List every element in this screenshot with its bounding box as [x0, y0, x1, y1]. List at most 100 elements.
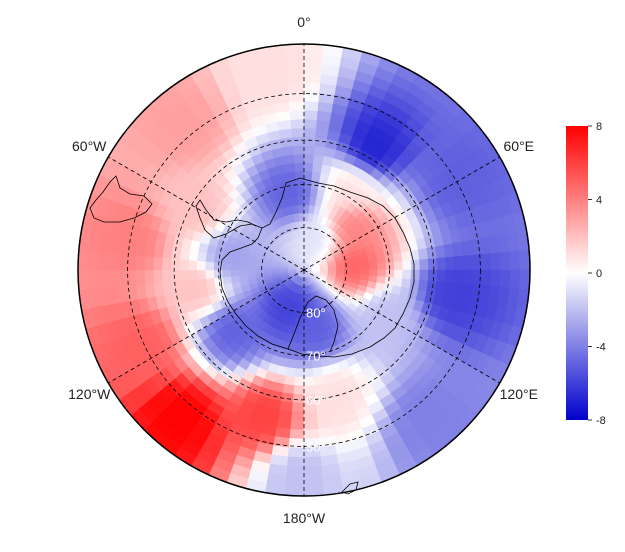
field-cell: [287, 447, 305, 458]
field-cell: [445, 256, 456, 271]
field-cell: [87, 250, 99, 271]
field-cell: [499, 269, 511, 289]
field-cell: [384, 253, 395, 264]
field-cell: [445, 269, 456, 284]
longitude-label: 60°E: [504, 138, 535, 154]
field-cell: [292, 145, 305, 155]
field-cell: [106, 252, 118, 271]
field-cell: [509, 250, 521, 271]
field-cell: [97, 269, 109, 289]
field-cell: [303, 63, 323, 75]
field-cell: [303, 376, 315, 387]
field-cell: [410, 259, 421, 271]
field-cell: [292, 393, 305, 404]
colorbar-ticks: 8 4 0 -4 -8: [588, 121, 606, 427]
colorbar-tick-label: -4: [596, 342, 606, 354]
field-cell: [295, 179, 305, 189]
field-cell: [376, 255, 387, 264]
field-cell: [303, 368, 314, 378]
field-cell: [179, 258, 189, 271]
field-cell: [368, 263, 379, 271]
field-cell: [152, 269, 163, 284]
latitude-label: 60°: [306, 393, 326, 408]
field-cell: [303, 170, 313, 181]
field-cell: [309, 334, 318, 344]
meridian-line: [303, 269, 500, 384]
field-cell: [303, 294, 308, 303]
longitude-labels: 0° 60°E 120°E 180°W 120°W 60°W: [68, 14, 538, 526]
field-cell: [463, 269, 474, 286]
field-cell: [290, 118, 305, 129]
field-cell: [271, 269, 280, 274]
field-cell: [286, 171, 297, 182]
colorbar-tick-label: 8: [596, 121, 602, 133]
field-cell: [283, 44, 305, 55]
field-cell: [297, 195, 305, 206]
field-cell: [204, 269, 215, 279]
colorbar-tick-label: 4: [596, 195, 602, 207]
field-cell: [300, 228, 305, 238]
field-cell: [499, 251, 511, 271]
field-cell: [463, 254, 474, 271]
field-cell: [436, 269, 447, 283]
field-cell: [297, 204, 305, 214]
field-cell: [291, 402, 305, 413]
field-cell: [293, 376, 305, 387]
field-cell: [293, 153, 305, 164]
field-cell: [303, 162, 314, 172]
field-cell: [427, 269, 438, 282]
longitude-label: 0°: [297, 14, 310, 30]
field-cell: [290, 411, 305, 422]
field-cell: [288, 429, 305, 440]
meridian-line: [108, 156, 305, 271]
field-cell: [303, 100, 320, 111]
field-cell: [401, 250, 412, 262]
field-cell: [328, 266, 337, 271]
field-cell: [303, 420, 319, 431]
field-cell: [454, 255, 465, 271]
field-cell: [143, 269, 154, 285]
field-cell: [221, 276, 232, 285]
field-cell: [303, 72, 322, 84]
field-cell: [303, 465, 323, 477]
colorbar-ramp: [566, 126, 588, 420]
field-cell: [187, 269, 198, 281]
longitude-label: 120°W: [68, 386, 111, 402]
field-cell: [161, 269, 172, 283]
anomaly-field: [78, 44, 530, 496]
field-cell: [303, 118, 318, 129]
field-cell: [288, 100, 305, 111]
field-cell: [490, 269, 502, 288]
field-cell: [298, 212, 305, 222]
field-cell: [299, 220, 305, 230]
field-cell: [246, 269, 256, 276]
field-cell: [296, 343, 305, 353]
colorbar-tick-label: -8: [596, 415, 606, 427]
field-cell: [409, 279, 420, 291]
field-cell: [481, 253, 492, 271]
field-cell: [472, 254, 483, 271]
field-cell: [303, 136, 316, 147]
field-cell: [106, 269, 118, 288]
field-cell: [292, 136, 305, 147]
field-cell: [116, 253, 127, 271]
field-cell: [291, 127, 305, 138]
longitude-label: 120°E: [500, 386, 538, 402]
latitude-label: 70°: [306, 348, 326, 363]
field-cell: [377, 269, 387, 278]
field-cell: [286, 456, 305, 468]
field-cell: [238, 269, 248, 277]
field-cell: [360, 263, 370, 271]
field-cell: [125, 269, 136, 286]
field-cell: [368, 256, 378, 265]
latitude-label: 50°: [306, 439, 326, 454]
field-cell: [303, 187, 312, 197]
field-cell: [288, 438, 305, 449]
field-cell: [134, 254, 145, 271]
field-cell: [284, 53, 305, 65]
field-cell: [97, 251, 109, 271]
field-cell: [336, 266, 346, 271]
field-cell: [292, 385, 305, 395]
field-cell: [454, 269, 465, 285]
